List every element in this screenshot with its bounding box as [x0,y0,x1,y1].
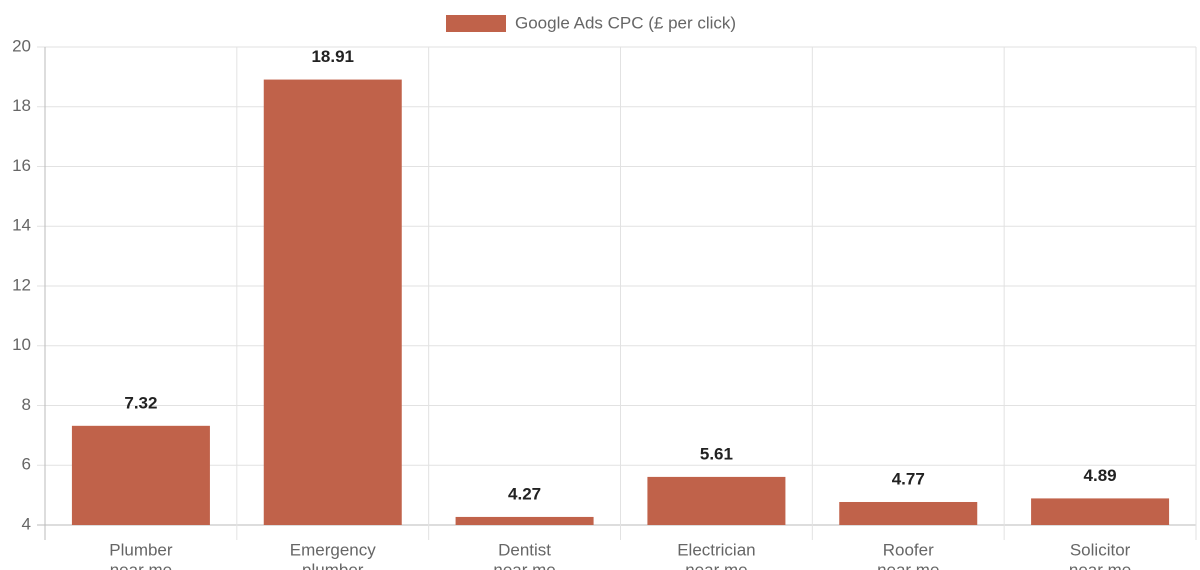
y-tick-label: 4 [22,514,31,533]
x-tick-label: near me [877,560,939,570]
x-tick-label: Electrician [677,540,755,559]
value-label: 18.91 [311,47,354,66]
x-tick-label: near me [1069,560,1131,570]
y-tick-label: 18 [12,96,31,115]
x-tick-label: Emergency [290,540,376,559]
bar [1031,498,1170,525]
y-tick-label: 12 [12,275,31,294]
legend-swatch [446,15,506,32]
y-tick-label: 14 [12,216,31,235]
value-label: 5.61 [700,444,733,463]
x-tick-label: Dentist [498,540,551,559]
value-label: 4.77 [892,469,925,488]
y-tick-label: 6 [22,455,31,474]
x-tick-label: Roofer [883,540,934,559]
value-label: 7.32 [124,393,157,412]
y-tick-label: 16 [12,156,31,175]
y-tick-label: 8 [22,395,31,414]
bar [839,501,978,525]
x-tick-label: near me [685,560,747,570]
value-label: 4.89 [1084,466,1117,485]
bar [455,516,594,525]
legend-label: Google Ads CPC (£ per click) [515,13,736,32]
y-tick-label: 10 [12,335,31,354]
x-tick-label: plumber [302,560,364,570]
x-tick-label: Plumber [109,540,173,559]
bar [647,476,786,525]
bar [71,425,210,525]
x-tick-label: Solicitor [1070,540,1131,559]
x-tick-label: near me [110,560,172,570]
x-tick-label: near me [493,560,555,570]
bar [263,79,402,525]
value-label: 4.27 [508,484,541,503]
y-tick-label: 20 [12,36,31,55]
